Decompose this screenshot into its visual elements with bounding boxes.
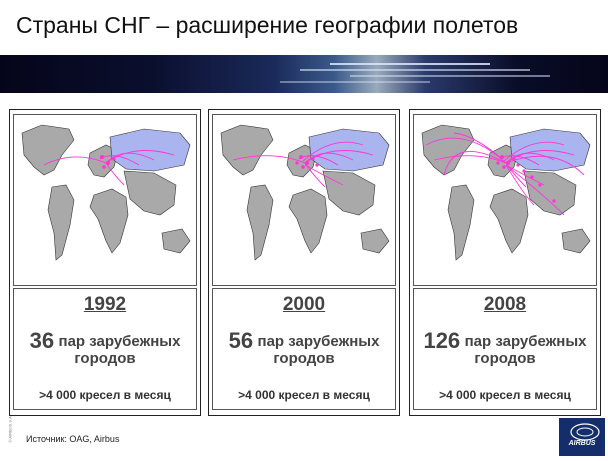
year-label: 1992 xyxy=(83,294,127,315)
panel-2000: 2000 56 пар зарубежных городов >4 000 кр… xyxy=(208,109,400,416)
route-map-2008 xyxy=(413,114,597,286)
airbus-logo: AIRBUS xyxy=(559,418,605,456)
city-pairs-label-1: пар зарубежных xyxy=(58,333,181,350)
city-pairs-label-1: пар зарубежных xyxy=(257,333,380,350)
city-pairs-text: 126 пар зарубежных городов xyxy=(414,330,596,368)
city-pairs-label-2: городов xyxy=(474,350,536,367)
year-label: 2000 xyxy=(282,294,326,315)
route-map-2000 xyxy=(212,114,396,286)
header-banner xyxy=(0,55,608,93)
seats-text: >4 000 кресел в месяц xyxy=(238,388,370,402)
panel-1992: 1992 36 пар зарубежных городов >4 000 кр… xyxy=(9,109,201,416)
panel-2008: 2008 126 пар зарубежных городов >4 000 к… xyxy=(409,109,601,416)
info-box-1992: 1992 36 пар зарубежных городов >4 000 кр… xyxy=(13,288,197,410)
airbus-logo-icon xyxy=(570,423,600,441)
city-pairs-count: 56 xyxy=(228,328,254,353)
city-pairs-text: 36 пар зарубежных городов xyxy=(14,330,196,368)
city-pairs-label-2: городов xyxy=(273,350,335,367)
info-box-2000: 2000 56 пар зарубежных городов >4 000 кр… xyxy=(212,288,396,410)
seats-text: >4 000 кресел в месяц xyxy=(39,388,171,402)
seats-text: >4 000 кресел в месяц xyxy=(439,388,571,402)
slide-title: Страны СНГ – расширение географии полето… xyxy=(16,12,519,38)
route-map-1992 xyxy=(13,114,197,286)
city-pairs-label-1: пар зарубежных xyxy=(464,333,587,350)
year-label: 2008 xyxy=(483,294,527,315)
info-box-2008: 2008 126 пар зарубежных городов >4 000 к… xyxy=(413,288,597,410)
source-note: Источник: OAG, Airbus xyxy=(26,434,120,444)
logo-text: AIRBUS xyxy=(568,440,596,447)
city-pairs-label-2: городов xyxy=(74,350,136,367)
city-pairs-text: 56 пар зарубежных городов xyxy=(213,330,395,368)
city-pairs-count: 36 xyxy=(29,328,55,353)
city-pairs-count: 126 xyxy=(423,328,461,353)
